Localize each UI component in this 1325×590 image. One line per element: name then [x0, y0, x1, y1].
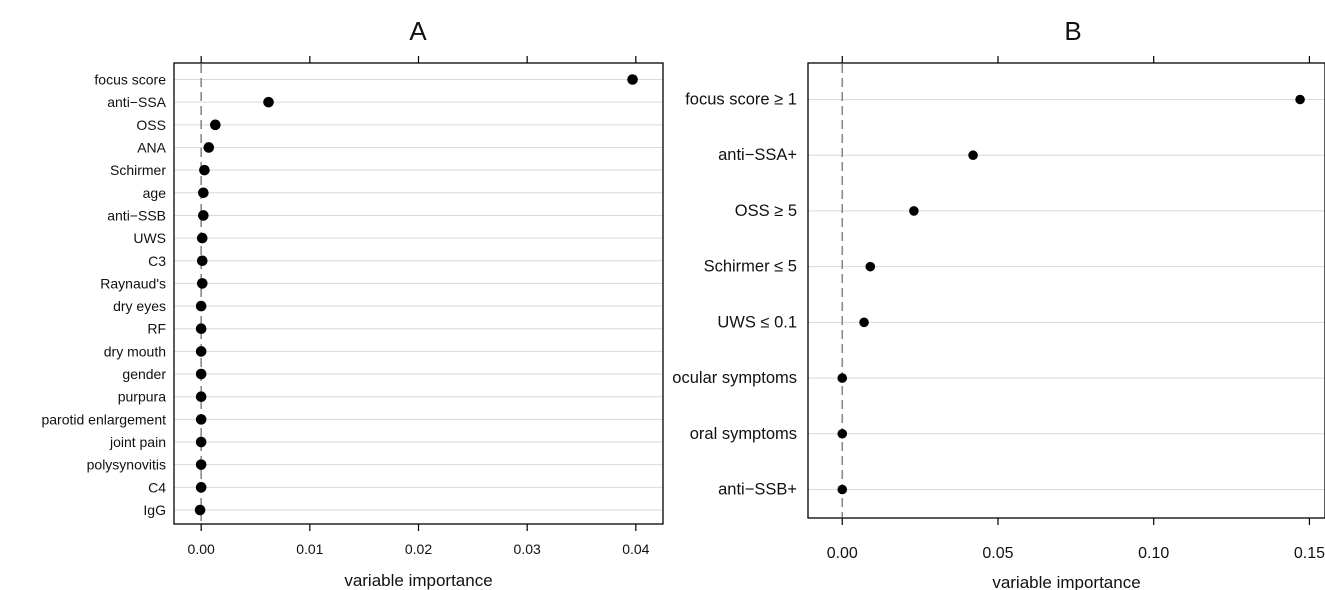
category-label: RF: [147, 321, 166, 337]
category-label: polysynovitis: [87, 457, 166, 473]
category-label: oral symptoms: [690, 425, 797, 443]
data-point: [263, 96, 274, 108]
category-label: gender: [122, 366, 166, 382]
category-label: Raynaud's: [100, 275, 166, 291]
category-label: joint pain: [109, 434, 166, 450]
data-point: [194, 504, 206, 516]
x-tick-label: 0.05: [982, 545, 1013, 562]
plot-frame: [173, 62, 664, 525]
data-point: [859, 317, 869, 328]
category-label: anti−SSB+: [718, 481, 797, 499]
x-axis-title: variable importance: [344, 571, 492, 590]
category-label: anti−SSB: [107, 207, 166, 223]
category-label: anti−SSA: [107, 94, 166, 110]
data-point: [627, 74, 638, 85]
data-point: [195, 391, 207, 403]
panel-title: A: [409, 16, 427, 46]
data-point: [198, 187, 209, 199]
x-tick-label: 0.00: [188, 541, 215, 557]
category-label: parotid enlargement: [41, 411, 166, 427]
data-point: [837, 373, 848, 383]
category-label: anti−SSA+: [718, 146, 797, 164]
data-point: [1295, 94, 1305, 105]
data-point: [837, 428, 848, 439]
data-point: [196, 232, 208, 244]
category-label: OSS: [136, 117, 166, 133]
category-label: age: [143, 185, 167, 201]
data-point: [195, 323, 207, 335]
x-tick-label: 0.10: [1138, 545, 1169, 562]
data-point: [198, 210, 209, 221]
data-point: [196, 255, 208, 267]
x-tick-label: 0.04: [622, 541, 649, 557]
data-point: [203, 142, 215, 153]
category-label: ANA: [137, 139, 166, 155]
x-tick-label: 0.15: [1294, 545, 1325, 562]
x-tick-label: 0.03: [514, 541, 541, 557]
data-point: [837, 484, 848, 495]
data-point: [195, 436, 207, 448]
data-point: [865, 261, 876, 272]
data-point: [209, 119, 221, 131]
data-point: [195, 459, 207, 470]
category-label: UWS: [133, 230, 166, 246]
plot-frame: [807, 62, 1325, 519]
category-label: ocular symptoms: [672, 369, 797, 387]
category-label: UWS ≤ 0.1: [717, 313, 797, 331]
data-point: [909, 206, 919, 216]
x-tick-label: 0.02: [405, 541, 432, 557]
data-point: [199, 164, 210, 176]
category-label: dry eyes: [113, 298, 166, 314]
x-tick-label: 0.00: [827, 545, 858, 562]
data-point: [968, 150, 978, 161]
category-label: IgG: [143, 502, 166, 518]
data-point: [195, 482, 207, 493]
category-label: focus score: [94, 72, 166, 88]
category-label: C3: [148, 253, 166, 269]
data-point: [195, 346, 207, 357]
panel-a: A 0.00 0.01 0.02 0.03 0.04 focus score anti−SSA…: [41, 16, 664, 590]
category-label: focus score ≥ 1: [685, 91, 797, 109]
category-label: OSS ≥ 5: [735, 202, 797, 220]
x-axis-title: variable importance: [992, 573, 1140, 590]
category-label: dry mouth: [104, 343, 166, 359]
data-point: [196, 278, 208, 289]
category-label: Schirmer: [110, 162, 166, 178]
x-tick-label: 0.01: [296, 541, 323, 557]
data-point: [195, 300, 207, 312]
panel-title: B: [1064, 16, 1081, 46]
category-label: Schirmer ≤ 5: [704, 258, 797, 276]
panel-b: B 0.00 0.05 0.10 0.15 focus score ≥ 1 anti−SSA…: [672, 16, 1325, 590]
category-label: purpura: [118, 389, 166, 405]
data-point: [195, 368, 207, 380]
data-point: [195, 414, 207, 425]
category-label: C4: [148, 479, 166, 495]
